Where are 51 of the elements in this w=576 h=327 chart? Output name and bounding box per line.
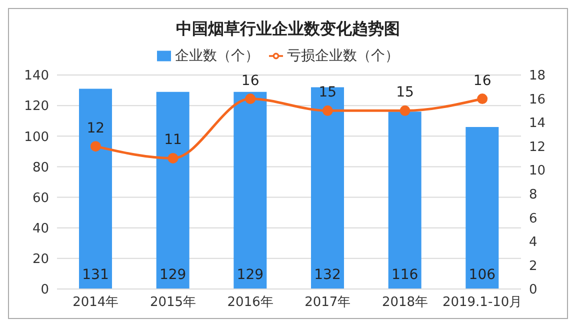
legend-label: 亏损企业数（个） [287, 48, 399, 64]
x-tick-label: 2018年 [382, 295, 428, 310]
x-tick-label: 2017年 [304, 295, 351, 310]
point [168, 152, 178, 164]
data-label: 129 [236, 267, 264, 283]
point [245, 94, 256, 104]
data-label: 16 [473, 72, 492, 89]
data-label: 15 [318, 84, 337, 101]
data-label: 116 [391, 267, 418, 283]
x-tick-label: 2016年 [227, 295, 274, 310]
y2-tick-label: 12 [529, 140, 546, 155]
y2-tick-label: 8 [529, 188, 538, 203]
bar [79, 88, 112, 289]
data-label: 129 [159, 267, 186, 283]
x-tick-label: 2015年 [150, 295, 196, 310]
y-tick-label: 100 [24, 130, 49, 145]
point [322, 105, 333, 116]
point [400, 105, 410, 116]
y-tick-label: 20 [32, 252, 49, 268]
chart-title: 中国烟草行业企业数变化趋势图 [175, 18, 401, 40]
x-tick-label: 2019.1-10月 [442, 295, 522, 310]
y-tick-label: 0 [40, 282, 49, 298]
y2-tick-label: 18 [529, 68, 546, 84]
y-tick-label: 80 [32, 160, 49, 176]
bar [466, 126, 499, 289]
y2-tick-label: 0 [529, 282, 538, 298]
data-label: 132 [314, 267, 341, 283]
data-label: 16 [241, 72, 260, 89]
point [477, 94, 488, 104]
y2-tick-label: 10 [529, 164, 546, 179]
y2-tick-label: 6 [529, 211, 538, 226]
data-label: 15 [396, 84, 414, 101]
data-label: 131 [82, 267, 109, 283]
bar [311, 87, 344, 289]
data-label: 12 [86, 120, 105, 136]
data-label: 11 [164, 132, 182, 148]
bar [234, 92, 267, 289]
y2-tick-label: 2 [529, 258, 538, 274]
y2-tick-label: 14 [529, 116, 546, 132]
y-tick-label: 120 [24, 99, 49, 114]
point [90, 141, 101, 152]
bar [156, 92, 190, 289]
y2-tick-label: 16 [529, 92, 546, 108]
y-tick-label: 60 [32, 190, 49, 206]
y-tick-label: 140 [24, 68, 49, 84]
y2-tick-label: 4 [529, 235, 538, 250]
x-tick-label: 2014年 [72, 295, 119, 310]
legend-label: 企业数（个） [175, 48, 259, 64]
data-label: 106 [468, 267, 496, 283]
bar [388, 112, 422, 289]
y-tick-label: 40 [32, 221, 49, 236]
